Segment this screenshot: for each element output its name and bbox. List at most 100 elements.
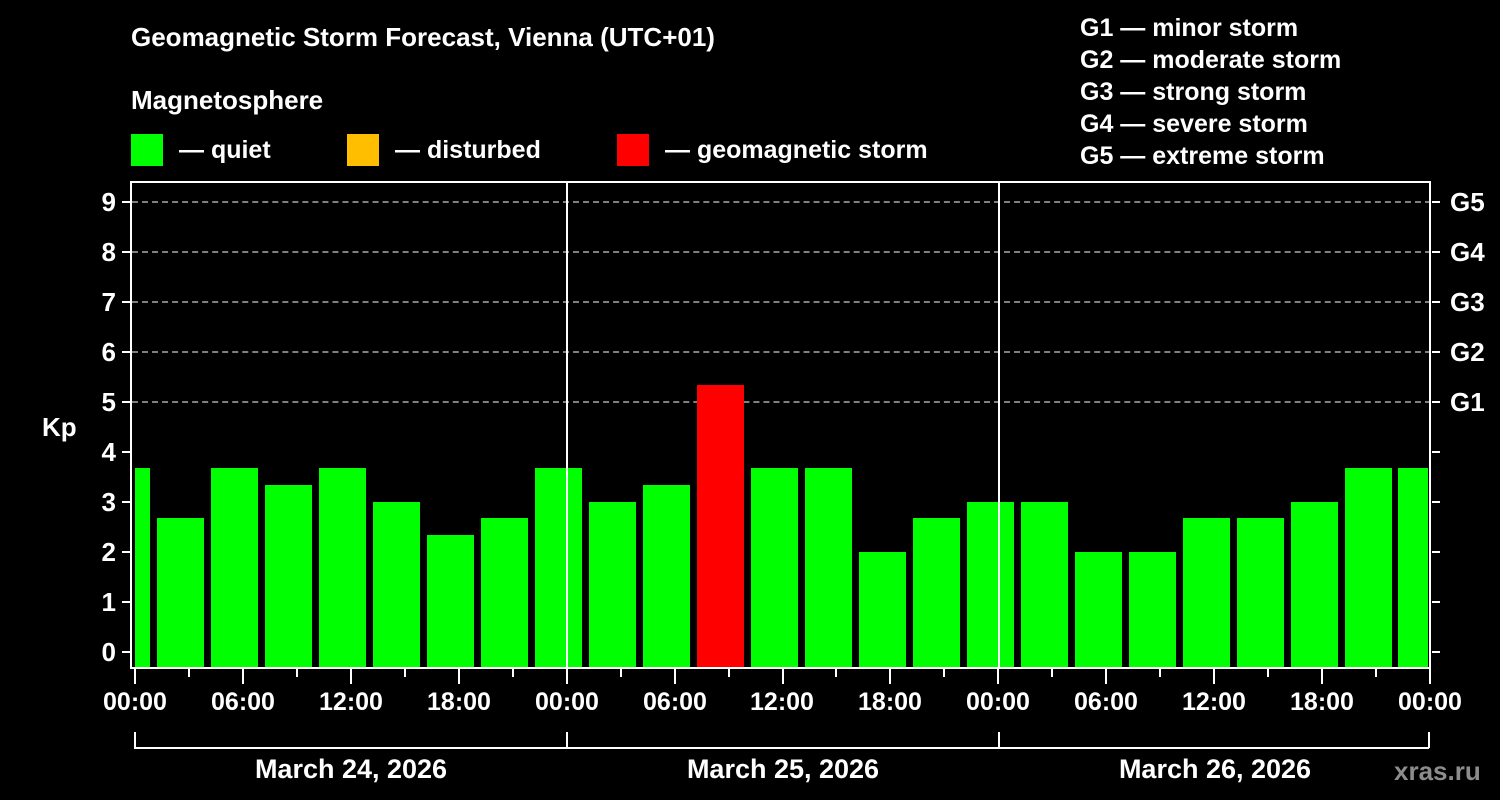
gridline-kp7: [132, 301, 1431, 303]
x-tick: [296, 668, 298, 677]
date-label-mar24: March 24, 2026: [254, 754, 448, 784]
date-bracket-tick: [998, 732, 1000, 748]
legend-swatch-storm: [617, 134, 649, 166]
y-tick-label: 8: [101, 237, 116, 267]
date-bracket-tick: [1428, 732, 1430, 748]
watermark: xras.ru: [1394, 756, 1481, 786]
bar-quiet: [1291, 502, 1338, 668]
x-tick-label: 06:00: [643, 688, 707, 716]
bar-quiet: [1237, 518, 1284, 668]
x-tick: [620, 668, 622, 677]
x-tick: [242, 668, 244, 684]
plot-frame: [130, 181, 1431, 669]
x-tick: [1105, 668, 1107, 684]
x-tick: [188, 668, 190, 677]
day-separator: [566, 182, 568, 668]
legend-swatch-quiet: [131, 134, 163, 166]
y-tick: [122, 401, 130, 403]
right-tick: [1432, 551, 1440, 553]
legend-quiet: — quiet: [131, 134, 271, 166]
bar-quiet: [1075, 552, 1122, 668]
y-tick-label: 5: [101, 387, 116, 417]
bar-quiet: [913, 518, 960, 668]
y-tick: [122, 551, 130, 553]
day-separator: [998, 182, 1000, 668]
bar-quiet: [427, 535, 474, 668]
gridline-kp9: [132, 201, 1431, 203]
bars-area: [0, 182, 1500, 668]
legend-swatch-disturbed: [347, 134, 379, 166]
x-tick-label: 06:00: [1074, 688, 1138, 716]
bar-quiet: [643, 485, 690, 668]
y-tick: [122, 301, 130, 303]
x-tick: [728, 668, 730, 677]
chart-subtitle: Magnetosphere: [131, 85, 324, 115]
bar-quiet: [535, 468, 582, 668]
x-tick: [674, 668, 676, 684]
right-tick: [1432, 301, 1440, 303]
x-tick: [1213, 668, 1215, 684]
g-level-label: G2: [1450, 337, 1485, 367]
y-tick: [122, 651, 130, 653]
y-tick-label: 2: [101, 537, 116, 567]
y-tick-label: 9: [101, 187, 116, 217]
bar-quiet: [1345, 468, 1392, 668]
chart-title: Geomagnetic Storm Forecast, Vienna (UTC+…: [131, 22, 715, 52]
x-tick-label: 00:00: [103, 688, 167, 716]
legend-disturbed: — disturbed: [347, 134, 541, 166]
x-tick-label: 12:00: [319, 688, 383, 716]
y-tick-label: 6: [101, 337, 116, 367]
g-level-label: G4: [1450, 237, 1485, 267]
bar-quiet: [265, 485, 312, 668]
x-tick: [566, 668, 568, 684]
y-axis-label: Kp: [42, 412, 77, 442]
x-tick: [404, 668, 406, 677]
y-tick-label: 3: [101, 487, 116, 517]
legend-label-disturbed: — disturbed: [395, 135, 541, 164]
bar-quiet: [373, 502, 420, 668]
right-tick: [1432, 501, 1440, 503]
y-tick-label: 7: [101, 287, 116, 317]
right-tick: [1432, 201, 1440, 203]
x-tick: [1429, 668, 1431, 684]
x-tick-label: 18:00: [1290, 688, 1354, 716]
legend-storm: — geomagnetic storm: [617, 134, 928, 166]
x-tick-label: 12:00: [1182, 688, 1246, 716]
x-tick-label: 18:00: [858, 688, 922, 716]
bar-quiet: [859, 552, 906, 668]
y-tick: [122, 601, 130, 603]
y-tick: [122, 451, 130, 453]
x-tick: [889, 668, 891, 684]
x-tick: [943, 668, 945, 677]
right-tick: [1432, 251, 1440, 253]
bar-quiet: [135, 468, 150, 668]
gridline-kp6: [132, 351, 1431, 353]
x-tick: [512, 668, 514, 677]
bar-quiet: [805, 468, 852, 668]
g-level-label: G5: [1450, 187, 1485, 217]
right-tick: [1432, 401, 1440, 403]
x-tick: [350, 668, 352, 684]
x-tick: [1051, 668, 1053, 677]
right-tick: [1432, 651, 1440, 653]
date-bracket-tick: [134, 732, 136, 748]
x-tick: [458, 668, 460, 684]
bar-quiet: [1021, 502, 1068, 668]
g-legend-g3: G3 — strong storm: [1080, 78, 1307, 106]
g-level-label: G3: [1450, 287, 1485, 317]
y-tick-label: 0: [101, 637, 116, 667]
x-tick: [134, 668, 136, 684]
bar-quiet: [211, 468, 258, 668]
bar-quiet: [1183, 518, 1230, 668]
x-tick: [1321, 668, 1323, 684]
g-scale-legend: G1 — minor storm G2 — moderate storm G3 …: [1080, 12, 1341, 172]
right-tick: [1432, 601, 1440, 603]
y-tick: [122, 501, 130, 503]
bar-quiet: [967, 502, 1014, 668]
g-legend-g2: G2 — moderate storm: [1080, 46, 1342, 74]
date-bracket-line: [134, 747, 1429, 749]
g-legend-g4: G4 — severe storm: [1080, 110, 1308, 138]
bar-quiet: [481, 518, 528, 668]
x-tick-label: 00:00: [1398, 688, 1462, 716]
x-tick: [997, 668, 999, 684]
